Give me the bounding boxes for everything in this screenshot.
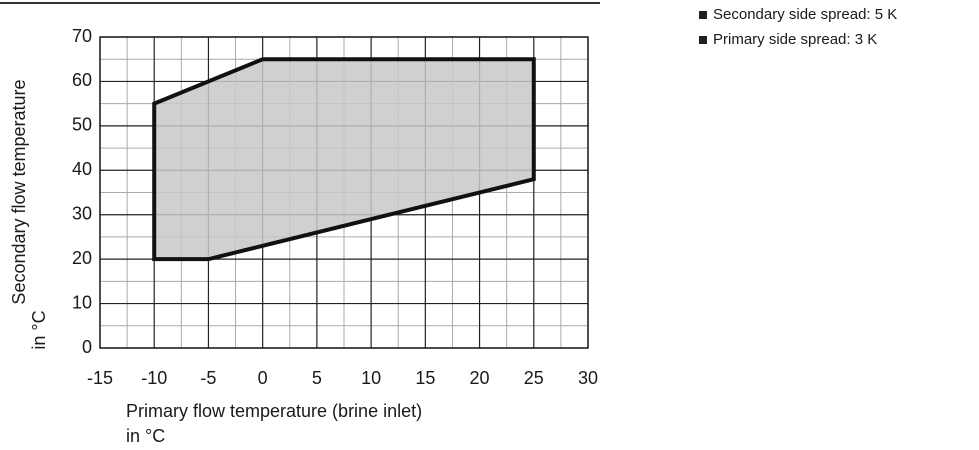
y-tick-label: 20 <box>72 248 92 268</box>
x-tick-label: -10 <box>141 368 167 388</box>
operating-envelope <box>152 57 536 262</box>
x-axis-label: Primary flow temperature (brine inlet) <box>126 401 422 421</box>
y-tick-label: 50 <box>72 115 92 135</box>
y-tick-label: 40 <box>72 159 92 179</box>
x-tick-label: -15 <box>87 368 113 388</box>
y-axis-label: in °C <box>29 310 49 349</box>
x-tick-label: 0 <box>258 368 268 388</box>
y-tick-label: 10 <box>72 292 92 312</box>
y-tick-label: 60 <box>72 70 92 90</box>
y-axis-label: Secondary flow temperature <box>9 79 29 304</box>
y-tick-label: 30 <box>72 203 92 223</box>
x-tick-label: 15 <box>415 368 435 388</box>
x-tick-label: 30 <box>578 368 598 388</box>
bullet <box>699 36 707 44</box>
note: Primary side spread: 3 K <box>713 31 877 48</box>
x-tick-label: 20 <box>470 368 490 388</box>
x-tick-label: 10 <box>361 368 381 388</box>
y-tick-label: 0 <box>82 337 92 357</box>
x-tick-label: 25 <box>524 368 544 388</box>
plot-frame <box>99 36 589 349</box>
x-axis-label: in °C <box>126 426 165 446</box>
y-tick-label: 70 <box>72 26 92 46</box>
bullet <box>699 11 707 19</box>
x-tick-label: 5 <box>312 368 322 388</box>
note: Secondary side spread: 5 K <box>713 6 897 23</box>
x-tick-label: -5 <box>200 368 216 388</box>
